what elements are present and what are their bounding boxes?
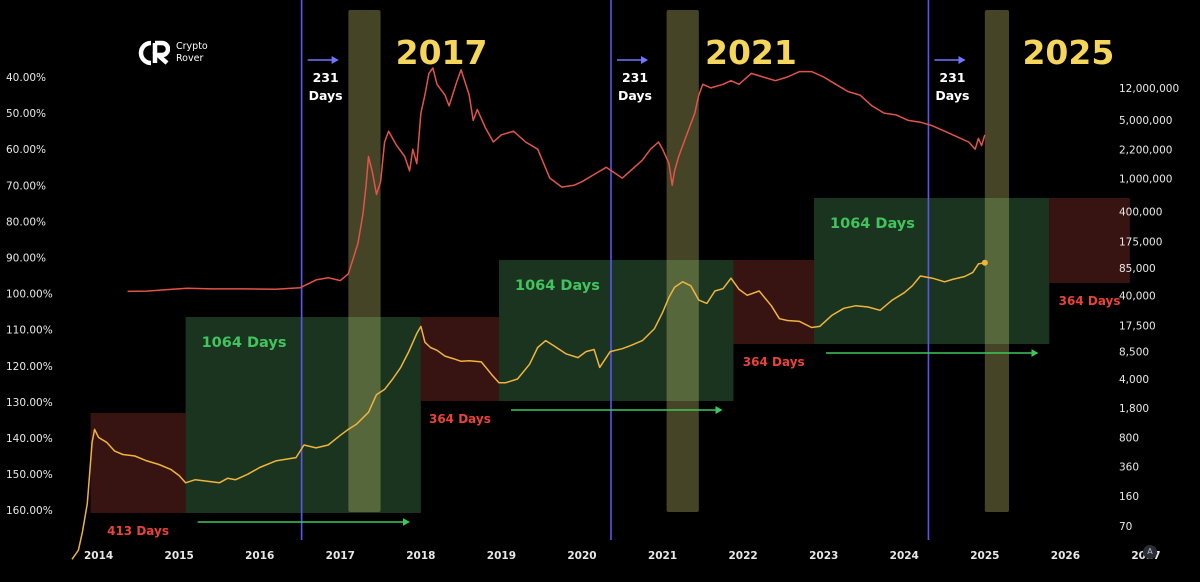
- left-axis-tick: 160.00%: [6, 505, 53, 517]
- cycle-phase-boxes: [90, 198, 1130, 513]
- right-axis-tick: 12,000,000: [1119, 83, 1179, 95]
- x-axis-tick: 2024: [890, 550, 919, 562]
- cycle-arrows: [197, 349, 1039, 526]
- left-axis-tick: 40.00%: [6, 72, 46, 84]
- x-axis-tick: 2017: [326, 550, 355, 562]
- dominance-series-line: [127, 67, 986, 293]
- cycle-year-label: 2025: [1022, 33, 1114, 72]
- right-axis-tick: 40,000: [1119, 290, 1156, 302]
- left-axis-tick: 50.00%: [6, 108, 46, 120]
- right-axis-tick: 360: [1119, 461, 1139, 473]
- x-axis-tick: 2019: [487, 550, 516, 562]
- left-axis-tick: 120.00%: [6, 361, 53, 373]
- x-axis-tick: 2023: [809, 550, 838, 562]
- right-axis-tick: 160: [1119, 491, 1139, 503]
- x-axis-tick: 2015: [165, 550, 194, 562]
- bear-phase-label: 364 Days: [743, 355, 805, 369]
- halving-delay-unit: Days: [618, 88, 652, 103]
- right-axis-tick: 800: [1119, 432, 1139, 444]
- x-axis-tick: 2016: [245, 550, 274, 562]
- halving-delay-unit: Days: [309, 88, 343, 103]
- right-axis-tick: 400,000: [1119, 207, 1162, 219]
- right-axis-tick: 1,000,000: [1119, 173, 1172, 185]
- crypto-rover-logo: Crypto Rover: [138, 40, 208, 66]
- bear-phase-label: 413 Days: [107, 524, 169, 538]
- right-axis-tick: 4,000: [1119, 374, 1149, 386]
- bear-phase-box: [90, 413, 186, 513]
- right-axis-tick: 2,200,000: [1119, 145, 1172, 157]
- left-axis-tick: 70.00%: [6, 180, 46, 192]
- x-axis-tick: 2025: [970, 550, 999, 562]
- x-axis-tick: 2018: [406, 550, 435, 562]
- highlight-column: [984, 10, 1010, 512]
- right-axis-tick: 70: [1119, 521, 1132, 533]
- x-axis-tick: 2022: [729, 550, 758, 562]
- left-axis-tick: 100.00%: [6, 289, 53, 301]
- left-axis-tick: 60.00%: [6, 144, 46, 156]
- bear-phase-box: [733, 260, 815, 344]
- left-axis-tick: 80.00%: [6, 216, 46, 228]
- halving-delay-number: 231: [939, 70, 965, 85]
- halving-delay-number: 231: [313, 70, 339, 85]
- cycle-year-label: 2021: [705, 33, 797, 72]
- halving-annotations: 231 Days 2017 231 Days 2021 231 Days 2025: [307, 33, 1114, 103]
- footer-badge: A: [1143, 545, 1157, 559]
- right-axis-tick: 85,000: [1119, 263, 1156, 275]
- halving-delay-unit: Days: [935, 88, 969, 103]
- highlight-columns: [348, 10, 1010, 512]
- price-series-endpoint: [981, 259, 988, 266]
- bear-phase-label: 364 Days: [1059, 294, 1121, 308]
- right-axis-tick: 1,800: [1119, 403, 1149, 415]
- crypto-rover-logo-icon: [138, 40, 170, 66]
- bull-phase-label: 1064 Days: [830, 216, 915, 232]
- highlight-column: [348, 10, 381, 512]
- axes: 40.00% 50.00% 60.00% 70.00% 80.00% 90.00% 100.…: [6, 72, 1179, 562]
- x-axis-tick: 2021: [648, 550, 677, 562]
- bear-phase-box: [1049, 198, 1130, 283]
- phase-labels: 413 Days 1064 Days 364 Days 1064 Days 364 Da…: [107, 216, 1120, 538]
- halving-delay-number: 231: [622, 70, 648, 85]
- highlight-column: [666, 10, 699, 512]
- bull-phase-box: [814, 198, 1050, 344]
- brand-line-2: Rover: [176, 53, 204, 64]
- left-axis-tick: 90.00%: [6, 253, 46, 265]
- left-axis-tick: 150.00%: [6, 469, 53, 481]
- bull-phase-box: [499, 260, 734, 401]
- series-lines: [71, 67, 988, 560]
- bear-phase-box: [420, 317, 500, 401]
- left-axis-tick: 110.00%: [6, 325, 53, 337]
- right-axis-tick: 175,000: [1119, 237, 1162, 249]
- cycle-year-label: 2017: [396, 33, 488, 72]
- price-series-line: [71, 261, 985, 560]
- x-axis-tick: 2020: [567, 550, 596, 562]
- bull-phase-label: 1064 Days: [202, 335, 287, 351]
- left-axis-tick: 130.00%: [6, 397, 53, 409]
- right-axis-tick: 8,500: [1119, 347, 1149, 359]
- bull-phase-label: 1064 Days: [515, 278, 600, 294]
- x-axis-tick: 2014: [84, 550, 113, 562]
- bear-phase-label: 364 Days: [429, 412, 491, 426]
- right-axis-tick: 5,000,000: [1119, 115, 1172, 127]
- x-axis-tick: 2026: [1051, 550, 1080, 562]
- brand-line-1: Crypto: [176, 41, 208, 52]
- right-axis-tick: 17,500: [1119, 320, 1156, 332]
- left-axis-tick: 140.00%: [6, 433, 53, 445]
- brand-name: Crypto Rover: [176, 41, 208, 65]
